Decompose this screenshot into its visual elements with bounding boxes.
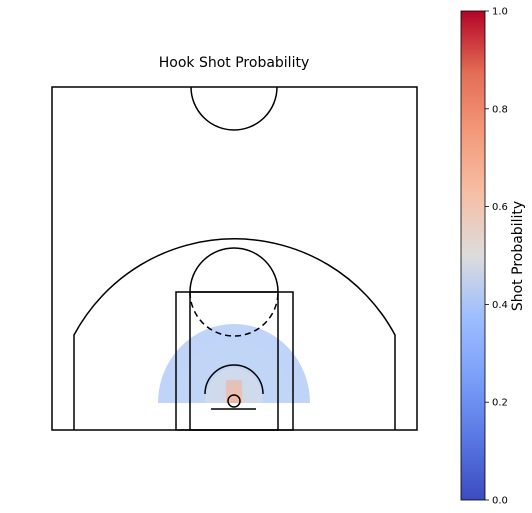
shot-heatmap bbox=[158, 324, 310, 403]
colorbar-tick-label: 0.8 bbox=[492, 104, 508, 115]
basketball-court bbox=[51, 86, 418, 431]
colorbar-label: Shot Probability bbox=[510, 201, 526, 311]
inner-lane bbox=[189, 291, 279, 431]
colorbar-bar bbox=[460, 10, 486, 501]
colorbar-ticks: 0.0 0.2 0.4 0.6 0.8 1.0 bbox=[485, 7, 508, 507]
colorbar-tick-label: 0.4 bbox=[492, 300, 508, 311]
hoop bbox=[227, 394, 241, 408]
colorbar-tick-label: 0.0 bbox=[492, 496, 508, 507]
three-point-line bbox=[73, 238, 396, 430]
colorbar-tick-label: 1.0 bbox=[492, 7, 508, 18]
colorbar-tick-label: 0.6 bbox=[492, 202, 508, 213]
center-circle-half bbox=[190, 86, 278, 131]
chart-title: Hook Shot Probability bbox=[159, 55, 310, 71]
colorbar: 0.0 0.2 0.4 0.6 0.8 1.0 Shot Probability bbox=[460, 7, 526, 507]
restricted-area bbox=[204, 364, 264, 395]
colorbar-tick-label: 0.2 bbox=[492, 398, 508, 409]
free-throw-circle-top bbox=[189, 247, 279, 293]
